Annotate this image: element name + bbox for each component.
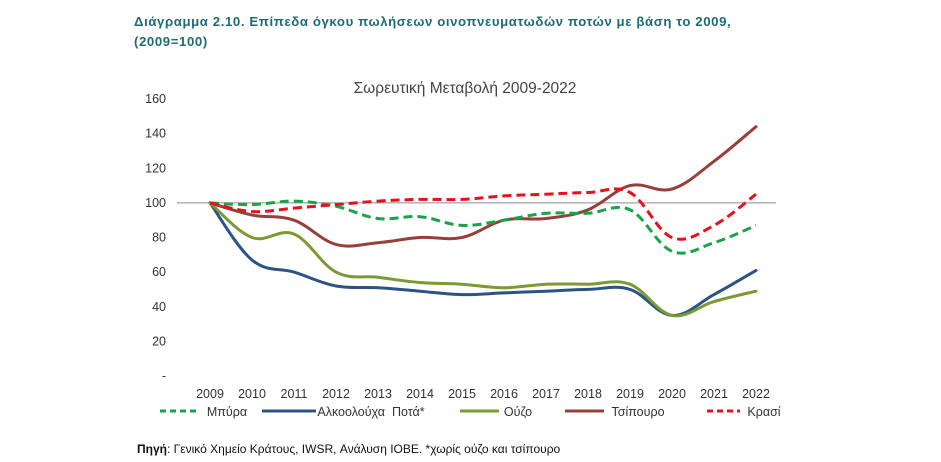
x-tick-label: 2010 xyxy=(238,387,266,401)
x-tick-label: 2009 xyxy=(196,387,224,401)
y-tick-label: 40 xyxy=(152,300,166,314)
legend-label: Τσίπουρο xyxy=(611,405,664,419)
x-tick-label: 2012 xyxy=(322,387,350,401)
line-chart: Σωρευτική Μεταβολή 2009-2022 - 20 40 60 80 10… xyxy=(145,80,781,419)
x-tick-label: 2022 xyxy=(742,387,770,401)
legend-label: Ούζο xyxy=(504,405,532,419)
legend-label: Μπύρα xyxy=(207,405,247,419)
y-tick-label: 100 xyxy=(145,196,166,210)
series-layer xyxy=(208,125,758,318)
x-tick-label: 2019 xyxy=(616,387,644,401)
y-tick-label: 120 xyxy=(145,161,166,175)
y-tick-label: 20 xyxy=(152,334,166,348)
x-tick-label: 2020 xyxy=(658,387,686,401)
source-text: : Γενικό Χημείο Κράτους, IWSR, Ανάλυση Ι… xyxy=(167,442,561,456)
chart-axes: - 20 40 60 80 100 120 140 160 2009 2010 2011 2012 201… xyxy=(145,92,776,401)
x-tick-label: 2021 xyxy=(700,387,728,401)
x-tick-label: 2018 xyxy=(574,387,602,401)
source-label: Πηγή xyxy=(137,442,167,456)
x-tick-label: 2017 xyxy=(532,387,560,401)
x-tick-label: 2015 xyxy=(448,387,476,401)
y-tick-label: 80 xyxy=(152,231,166,245)
y-tick-label: 140 xyxy=(145,127,166,141)
legend-label: Αλκοολούχα Ποτά* xyxy=(317,405,424,419)
x-tick-label: 2013 xyxy=(364,387,392,401)
y-tick-label: - xyxy=(162,369,166,383)
legend-label: Κρασί xyxy=(747,405,780,419)
series-line-0 xyxy=(209,199,757,255)
figure-caption: Διάγραμμα 2.10. Επίπεδα όγκου πωλήσεων ο… xyxy=(134,12,806,52)
chart-title: Σωρευτική Μεταβολή 2009-2022 xyxy=(354,80,577,97)
x-tick-label: 2016 xyxy=(490,387,518,401)
figure-caption-line1: Διάγραμμα 2.10. Επίπεδα όγκου πωλήσεων ο… xyxy=(134,14,732,29)
series-line-2 xyxy=(208,201,758,318)
source-note: Πηγή: Γενικό Χημείο Κράτους, IWSR, Ανάλυ… xyxy=(137,442,560,456)
chart-legend: Μπύρα Αλκοολούχα Ποτά* Ούζο Τσίπουρο Κρασί xyxy=(160,405,781,419)
series-line-4 xyxy=(209,187,757,241)
figure-caption-line2: (2009=100) xyxy=(134,34,208,49)
series-line-3 xyxy=(208,125,758,248)
x-tick-label: 2014 xyxy=(406,387,434,401)
y-tick-label: 60 xyxy=(152,265,166,279)
y-tick-label: 160 xyxy=(145,92,166,106)
x-tick-label: 2011 xyxy=(281,387,308,401)
